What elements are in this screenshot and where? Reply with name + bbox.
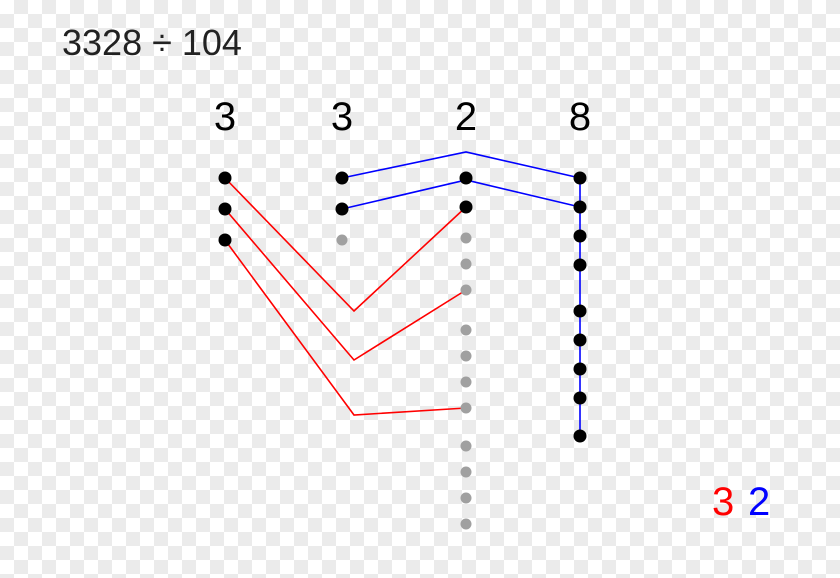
gray-dot-10: [461, 493, 472, 504]
black-dot-col2-1: [460, 201, 473, 214]
black-dot-col2-0: [460, 172, 473, 185]
black-dot-col0-2: [219, 234, 232, 247]
gray-dots: [337, 233, 472, 530]
black-dot-col3-8: [574, 430, 587, 443]
gray-dot-5: [461, 351, 472, 362]
red-path-0: [225, 178, 466, 311]
red-path-2: [225, 240, 466, 415]
black-dot-col0-1: [219, 203, 232, 216]
black-dot-col3-1: [574, 201, 587, 214]
gray-dot-11: [461, 519, 472, 530]
column-digit-3: 8: [569, 95, 591, 140]
answer-digit-1: 2: [748, 480, 770, 525]
red-path-1: [225, 209, 466, 360]
black-dot-col1-1: [336, 203, 349, 216]
black-dot-col0-0: [219, 172, 232, 185]
column-digit-1: 3: [331, 95, 353, 140]
answer-digit-0: 3: [712, 480, 734, 525]
gray-dot-3: [461, 285, 472, 296]
gray-dot-0: [337, 235, 348, 246]
expression-title: 3328 ÷ 104: [62, 22, 242, 64]
black-dot-col3-7: [574, 392, 587, 405]
gray-dot-4: [461, 325, 472, 336]
gray-dot-9: [461, 467, 472, 478]
gray-dot-2: [461, 259, 472, 270]
black-dot-col3-4: [574, 305, 587, 318]
column-digit-2: 2: [455, 95, 477, 140]
black-dot-col3-3: [574, 259, 587, 272]
column-digit-0: 3: [214, 95, 236, 140]
diagram-canvas: 3328 ÷ 104 3328 32: [0, 0, 840, 578]
gray-dot-7: [461, 403, 472, 414]
gray-dot-6: [461, 377, 472, 388]
black-dot-col3-0: [574, 172, 587, 185]
black-dot-col1-0: [336, 172, 349, 185]
gray-dot-1: [461, 233, 472, 244]
black-dot-col3-5: [574, 334, 587, 347]
gray-dot-8: [461, 441, 472, 452]
black-dot-col3-6: [574, 363, 587, 376]
black-dot-col3-2: [574, 230, 587, 243]
